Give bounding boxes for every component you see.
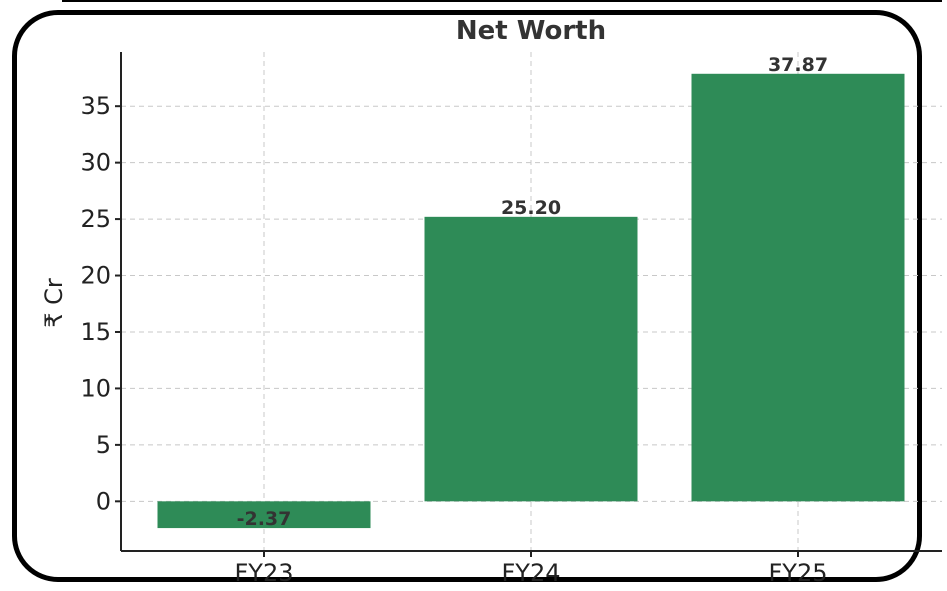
- bars: [157, 73, 905, 529]
- axes: [120, 52, 942, 552]
- chart-frame: [12, 10, 922, 582]
- bar-fy25: [691, 73, 905, 502]
- y-axis-label: ₹ Cr: [40, 278, 68, 328]
- bar-fy23: [157, 501, 371, 529]
- y-tick-label: 25: [80, 205, 111, 233]
- y-tick-label: 15: [80, 318, 111, 346]
- data-label-fy25: 37.87: [768, 54, 828, 76]
- data-label-fy24: 25.20: [501, 197, 561, 219]
- x-tick-label: FY24: [501, 559, 560, 587]
- y-tick-label: 30: [80, 149, 111, 177]
- bar-fy24: [424, 216, 638, 502]
- y-tick-label: 10: [80, 374, 111, 402]
- chart-title: Net Worth: [456, 16, 606, 46]
- y-tick-label: 20: [80, 262, 111, 290]
- y-tick-label: 0: [96, 487, 111, 515]
- data-label-fy23: -2.37: [237, 508, 292, 530]
- top-border-line: [62, 0, 942, 2]
- x-tick-label: FY25: [768, 559, 827, 587]
- labels: 0 5 10 15 20 25 30 35 FY23 -2.37 FY24 25.20 FY25 37.8…: [80, 54, 828, 587]
- x-tick-label: FY23: [234, 559, 293, 587]
- y-tick-label: 5: [96, 431, 111, 459]
- y-tick-label: 35: [80, 92, 111, 120]
